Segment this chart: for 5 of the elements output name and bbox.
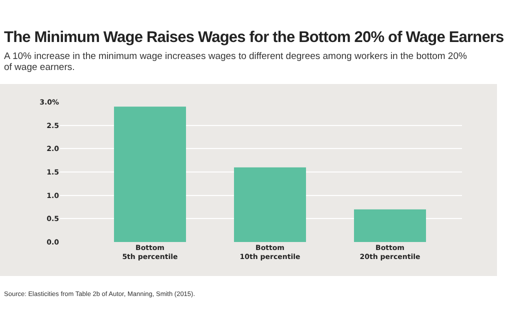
chart-title: The Minimum Wage Raises Wages for the Bottom 20% of Wage Earners xyxy=(4,29,504,47)
bar xyxy=(114,106,186,242)
chart-subtitle: A 10% increase in the minimum wage increases wages to different degrees among workers in the bottom 20% of wage earners. xyxy=(4,51,468,73)
bar xyxy=(234,167,306,242)
bar xyxy=(354,209,426,242)
